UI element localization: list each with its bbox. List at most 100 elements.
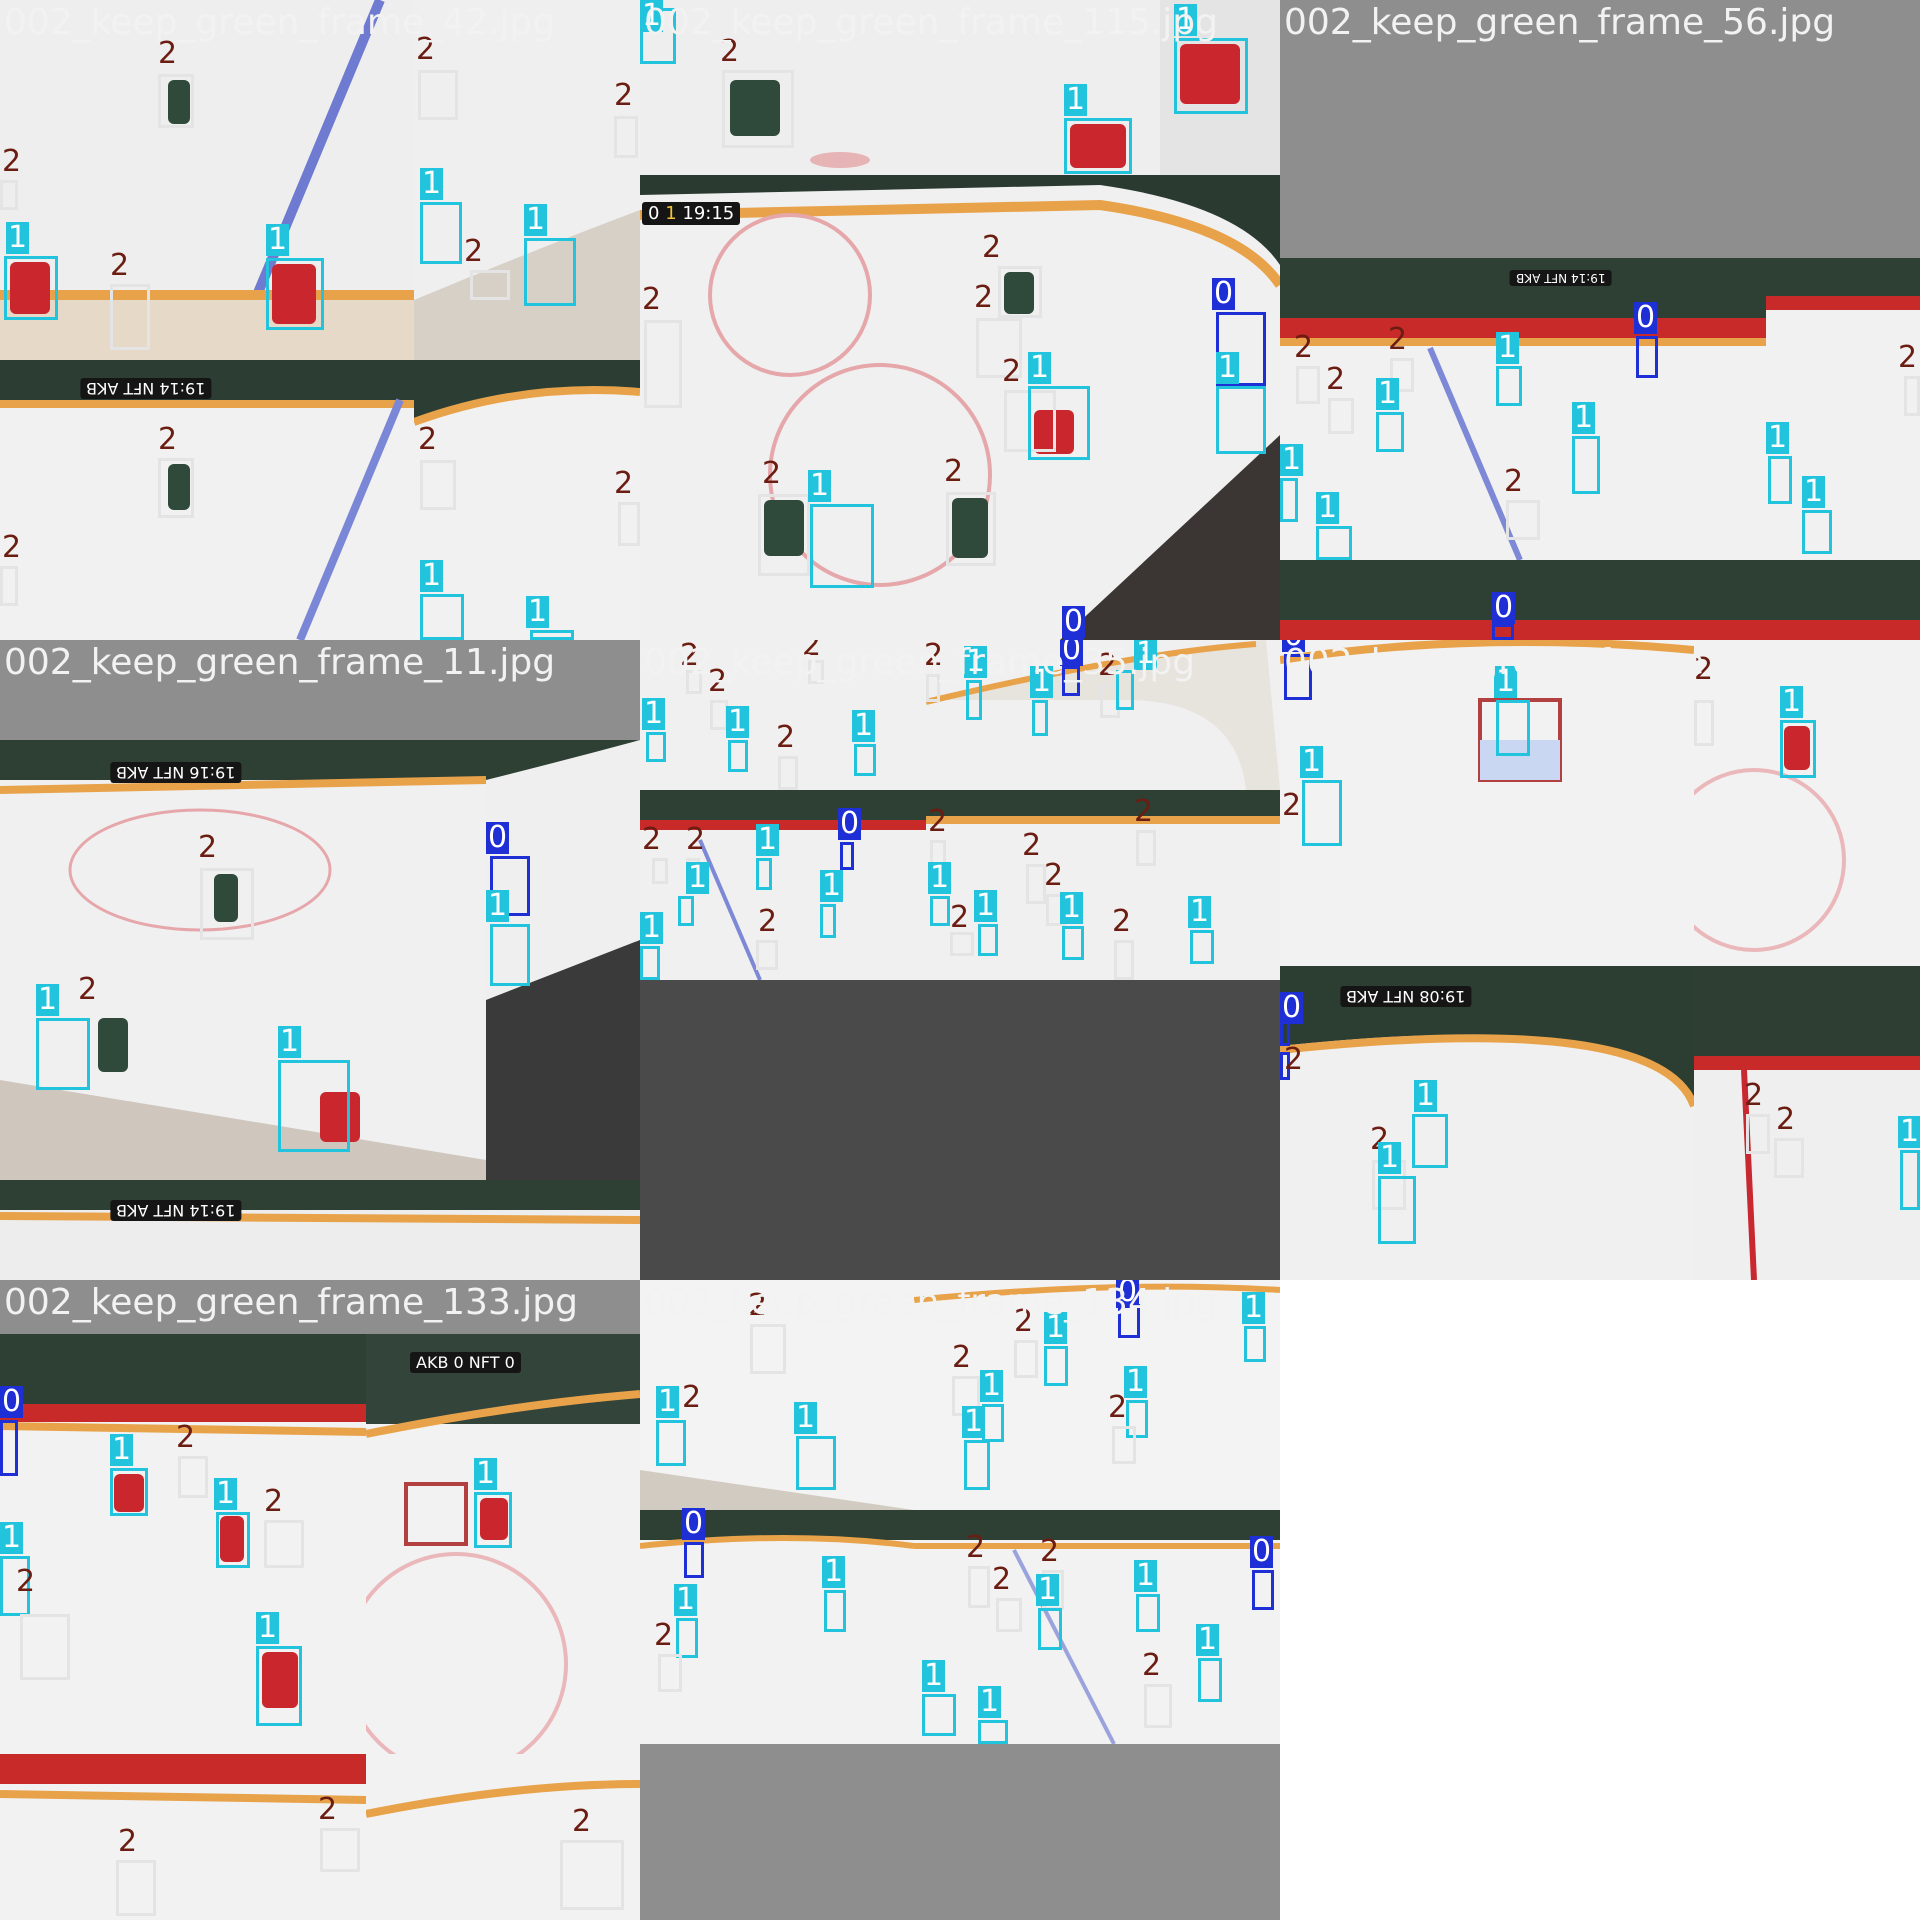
rink-crop [0, 1754, 366, 1920]
rink-crop-drawing [1280, 640, 1694, 966]
detection-box-class-0 [1284, 654, 1312, 700]
detection-box-class-2 [758, 494, 810, 576]
player-figure [272, 264, 316, 324]
class-label-2: 2 [680, 640, 700, 673]
detection-box-class-1 [1496, 366, 1522, 406]
mosaic-tile-frame-42: 19:14 NFT AKB 002_keep_green_frame_42.jp… [0, 0, 640, 640]
detection-box-class-1 [256, 1646, 302, 1726]
rink-crop-drawing [0, 1180, 640, 1280]
player-figure [220, 1516, 244, 1562]
class-label-1: 1 [640, 910, 664, 945]
detection-box-class-2 [976, 318, 1022, 378]
class-label-1: 1 [640, 0, 664, 33]
class-label-1: 1 [928, 860, 952, 895]
tile-filename: 002_keep_green_frame_11.jpg [4, 642, 556, 683]
rink-crop-drawing [414, 360, 640, 640]
scoreboard-clock: 19:14 [159, 379, 206, 398]
class-label-2: 2 [776, 720, 796, 755]
class-label-1: 1 [794, 1400, 818, 1435]
detection-box-class-2 [756, 940, 778, 970]
class-label-1: 1 [1496, 330, 1520, 365]
class-label-2: 2 [1098, 648, 1118, 683]
player-figure [1070, 124, 1126, 168]
detection-box-class-1 [1216, 386, 1266, 454]
class-label-2: 2 [928, 804, 948, 839]
rink-crop-drawing [914, 1280, 1280, 1510]
rink-crop [640, 1280, 914, 1510]
detection-box-class-1 [854, 744, 876, 776]
tile-filename: 002_keep_green_frame_42.jpg [4, 2, 556, 43]
player-figure [262, 1652, 298, 1708]
class-label-2: 2 [762, 456, 782, 491]
class-label-2: 2 [974, 280, 994, 315]
detection-box-class-2 [420, 460, 456, 510]
detection-box-class-1 [420, 202, 462, 264]
tile-filename: 002_keep_green_frame_56.jpg [1284, 2, 1836, 43]
detection-box-class-1 [824, 1590, 846, 1632]
class-label-0: 0 [682, 1506, 706, 1541]
detection-box-class-2 [750, 1324, 786, 1374]
class-label-1: 1 [6, 220, 30, 255]
class-label-2: 2 [2, 144, 22, 179]
class-label-1: 1 [1414, 1078, 1438, 1113]
detection-box-class-1 [728, 740, 748, 772]
scoreboard: 0 1 19:15 [642, 202, 741, 225]
class-label-1: 1 [726, 704, 750, 739]
detection-box-class-1 [810, 504, 874, 588]
rink-crop [0, 360, 414, 640]
rink-crop-drawing [0, 360, 414, 640]
scoreboard-score: 0 [504, 1353, 515, 1372]
class-label-1: 1 [974, 888, 998, 923]
detection-box-class-1 [490, 924, 530, 986]
class-label-2: 2 [198, 830, 218, 865]
class-label-1: 1 [822, 1554, 846, 1589]
class-label-1: 1 [1196, 1622, 1220, 1657]
detection-box-class-2 [946, 492, 996, 566]
detection-box-class-1 [524, 238, 576, 306]
rink-crop [1280, 258, 1766, 560]
scoreboard: 19:16 NFT AKB [110, 762, 242, 783]
tile-filename: 002_keep_green_frame_115.jpg [644, 2, 1219, 43]
rink-crop-drawing [1766, 258, 1920, 560]
detection-box-class-2 [968, 1566, 990, 1608]
player-figure [1180, 44, 1240, 104]
class-label-1: 1 [656, 1384, 680, 1419]
empty-mosaic-cell [1280, 1280, 1920, 1920]
detection-box-class-1 [796, 1436, 836, 1490]
rink-crop [0, 0, 414, 360]
class-label-2: 2 [1108, 1390, 1128, 1425]
detection-box-class-1 [1496, 700, 1530, 756]
class-label-1: 1 [1316, 490, 1340, 525]
detection-box-class-2 [1114, 940, 1134, 980]
detection-box-class-1 [922, 1694, 956, 1736]
class-label-2: 2 [2, 530, 22, 565]
detection-box-class-2 [1144, 1684, 1172, 1728]
class-label-2: 2 [758, 904, 778, 939]
detection-box-class-1 [1280, 478, 1298, 522]
class-label-1: 1 [420, 558, 444, 593]
class-label-2: 2 [952, 1340, 972, 1375]
detection-box-class-0 [1636, 336, 1658, 378]
detection-box-class-2 [808, 660, 824, 684]
class-label-2: 2 [1014, 1304, 1034, 1339]
scoreboard: 19:08 NFT AKB [1340, 986, 1472, 1007]
detection-box-class-2 [652, 858, 668, 884]
rink-crop [640, 175, 1280, 640]
tile-filename: 002_keep_green_frame_133.jpg [4, 1282, 579, 1323]
detection-box-class-2 [722, 70, 794, 148]
class-label-1: 1 [1044, 1310, 1068, 1345]
scoreboard: 19:14 NFT AKB [80, 378, 212, 399]
scoreboard-team: NFT [153, 763, 185, 782]
detection-box-class-2 [1296, 366, 1320, 404]
class-label-0: 0 [1634, 300, 1658, 335]
class-label-2: 2 [1284, 1042, 1304, 1077]
class-label-0: 0 [1282, 640, 1306, 652]
class-label-1: 1 [962, 1404, 986, 1439]
player-figure [1784, 726, 1810, 770]
player-figure [168, 80, 190, 124]
class-label-1: 1 [256, 1610, 280, 1645]
player-figure [320, 1092, 360, 1142]
scoreboard-score: 0 [453, 1353, 464, 1372]
detection-box-class-2 [418, 70, 458, 120]
class-label-1: 1 [1280, 442, 1304, 477]
